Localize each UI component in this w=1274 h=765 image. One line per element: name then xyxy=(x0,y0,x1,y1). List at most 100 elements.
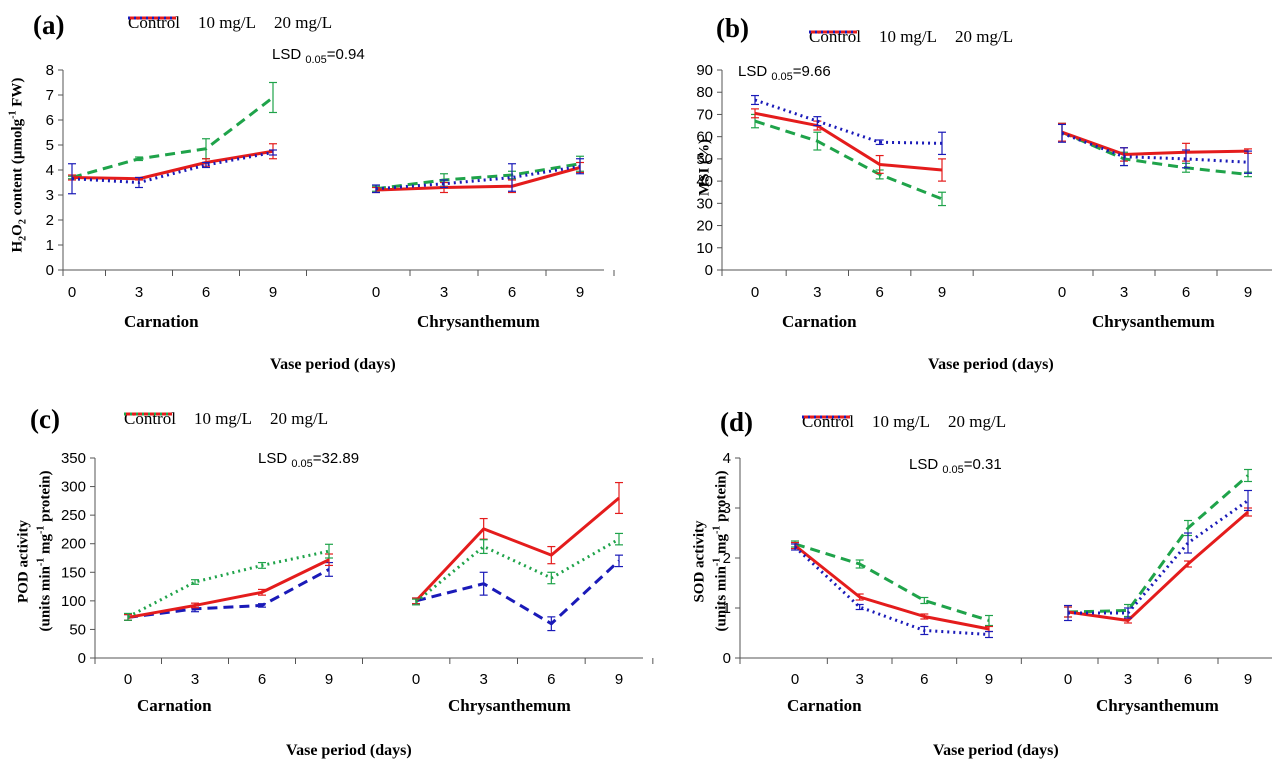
y-tick-label: 300 xyxy=(61,479,86,496)
legend-swatch-20mg xyxy=(802,415,850,419)
panel-c: (c) Control 10 mg/L 20 mg/L LSD 0.05=32.… xyxy=(0,382,654,765)
series-line xyxy=(1067,510,1249,622)
series-line xyxy=(375,166,581,192)
y-tick-label: 10 xyxy=(696,240,713,257)
y-tick-label: 40 xyxy=(696,173,713,190)
y-tick-label: 5 xyxy=(46,137,54,154)
series-line xyxy=(1061,130,1249,176)
x-tick-label: 3 xyxy=(1124,671,1132,688)
x-tick-label: 6 xyxy=(202,284,210,301)
panel-label: (d) xyxy=(720,407,753,437)
y-tick-label: 30 xyxy=(696,195,713,212)
series-line xyxy=(127,558,330,619)
y-tick-label: 350 xyxy=(61,450,86,467)
lsd-value: =0.94 xyxy=(326,46,365,63)
series-line xyxy=(414,496,620,602)
x-axis-title: Vase period (days) xyxy=(928,356,1054,373)
series-line xyxy=(415,559,621,626)
lsd-subscript: 0.05 xyxy=(942,464,964,476)
y-tick-label: 20 xyxy=(696,218,713,235)
legend-item-20mg: 20 mg/L xyxy=(124,409,329,429)
x-tick-label: 6 xyxy=(920,671,928,688)
group-label-chrysanthemum: Chrysanthemum xyxy=(417,312,540,331)
series-line xyxy=(375,162,581,191)
x-tick-label: 3 xyxy=(479,671,487,688)
series-line xyxy=(793,545,990,636)
lsd-value: =0.31 xyxy=(963,456,1002,473)
group-label-carnation: Carnation xyxy=(124,312,199,331)
x-tick-label: 9 xyxy=(938,284,946,301)
panel-label: (a) xyxy=(33,10,65,40)
x-axis-title: Vase period (days) xyxy=(270,356,396,373)
legend-label-10mg: 10 mg/L xyxy=(197,13,257,32)
x-tick-label: 9 xyxy=(576,284,584,301)
x-tick-label: 9 xyxy=(1244,284,1252,301)
legend: Control 10 mg/L 20 mg/L xyxy=(124,409,328,429)
series-line xyxy=(754,119,943,201)
lsd-label: LSD xyxy=(738,63,768,80)
plot-area: 0 1 2 3 4 5 6 7 8 0 3 6 9 0 3 6 9 xyxy=(46,62,615,301)
x-tick-label: 0 xyxy=(412,671,420,688)
x-tick-label: 9 xyxy=(269,284,277,301)
x-tick-label: 3 xyxy=(191,671,199,688)
y-tick-label: 0 xyxy=(705,262,713,279)
y-tick-label: 50 xyxy=(69,621,86,638)
series-line xyxy=(415,537,620,604)
y-tick-label: 250 xyxy=(61,507,86,524)
y-tick-label: 150 xyxy=(61,564,86,581)
x-tick-label: 0 xyxy=(1058,284,1066,301)
y-tick-label: 3 xyxy=(723,500,731,517)
lsd-value: =9.66 xyxy=(792,63,831,80)
lsd-label: LSD xyxy=(272,46,302,63)
y-tick-label: 2 xyxy=(723,550,731,567)
x-tick-label: 0 xyxy=(1064,671,1072,688)
x-tick-label: 9 xyxy=(985,671,993,688)
x-tick-label: 3 xyxy=(855,671,863,688)
x-tick-label: 0 xyxy=(68,284,76,301)
series-line xyxy=(754,111,943,172)
x-tick-label: 6 xyxy=(1184,671,1192,688)
y-tick-label: 50 xyxy=(696,151,713,168)
x-tick-label: 0 xyxy=(124,671,132,688)
panel-a: (a) Control 10 mg/L 20 mg/L LSD 0.05=0.9… xyxy=(0,0,637,382)
series-line xyxy=(794,544,990,631)
x-tick-label: 6 xyxy=(547,671,555,688)
x-tick-label: 3 xyxy=(813,284,821,301)
series-line xyxy=(754,98,943,145)
group-label-carnation: Carnation xyxy=(137,696,212,715)
x-axis-title: Vase period (days) xyxy=(286,742,412,759)
legend-label-20mg: 20 mg/L xyxy=(270,409,329,428)
series-line xyxy=(127,549,330,619)
series-line xyxy=(1061,130,1249,156)
lsd-label: LSD xyxy=(258,450,288,467)
y-tick-label: 1 xyxy=(46,237,54,254)
y-tick-label: 0 xyxy=(46,262,54,279)
x-tick-label: 0 xyxy=(372,284,380,301)
legend-label-10mg: 10 mg/L xyxy=(878,27,938,46)
legend-item-20mg: 20 mg/L xyxy=(802,412,1007,432)
x-tick-label: 6 xyxy=(258,671,266,688)
x-tick-label: 6 xyxy=(875,284,883,301)
lsd-value: =32.89 xyxy=(312,450,360,467)
x-tick-label: 0 xyxy=(751,284,759,301)
panel-d: (d) Control 10 mg/L 20 mg/L LSD 0.05=0.3… xyxy=(637,382,1274,765)
legend-label-20mg: 20 mg/L xyxy=(948,412,1007,431)
legend-label-10mg: 10 mg/L xyxy=(871,412,931,431)
series-line xyxy=(794,542,990,622)
series-line xyxy=(71,149,274,181)
panel-label: (b) xyxy=(716,13,749,43)
y-tick-label: 4 xyxy=(723,450,731,467)
group-label-carnation: Carnation xyxy=(782,312,857,331)
y-tick-label: 3 xyxy=(46,187,54,204)
group-label-carnation: Carnation xyxy=(787,696,862,715)
lsd-annotation: LSD 0.05=32.89 xyxy=(258,450,359,470)
lsd-subscript: 0.05 xyxy=(771,71,793,83)
legend-swatch-20mg xyxy=(128,16,176,20)
legend-swatch-20mg xyxy=(124,412,172,416)
y-tick-label: 8 xyxy=(46,62,54,79)
y-tick-label: 0 xyxy=(78,650,86,667)
series-line xyxy=(1068,499,1249,615)
x-tick-label: 6 xyxy=(1182,284,1190,301)
legend-item-20mg: 20 mg/L xyxy=(128,13,332,33)
